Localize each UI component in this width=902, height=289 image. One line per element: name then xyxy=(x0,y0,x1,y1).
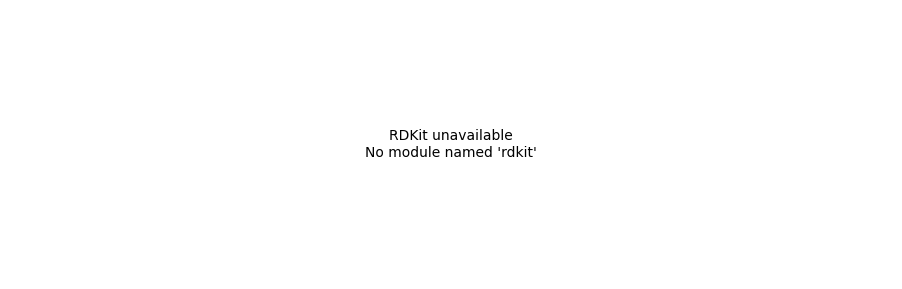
Text: RDKit unavailable
No module named 'rdkit': RDKit unavailable No module named 'rdkit… xyxy=(365,129,537,160)
